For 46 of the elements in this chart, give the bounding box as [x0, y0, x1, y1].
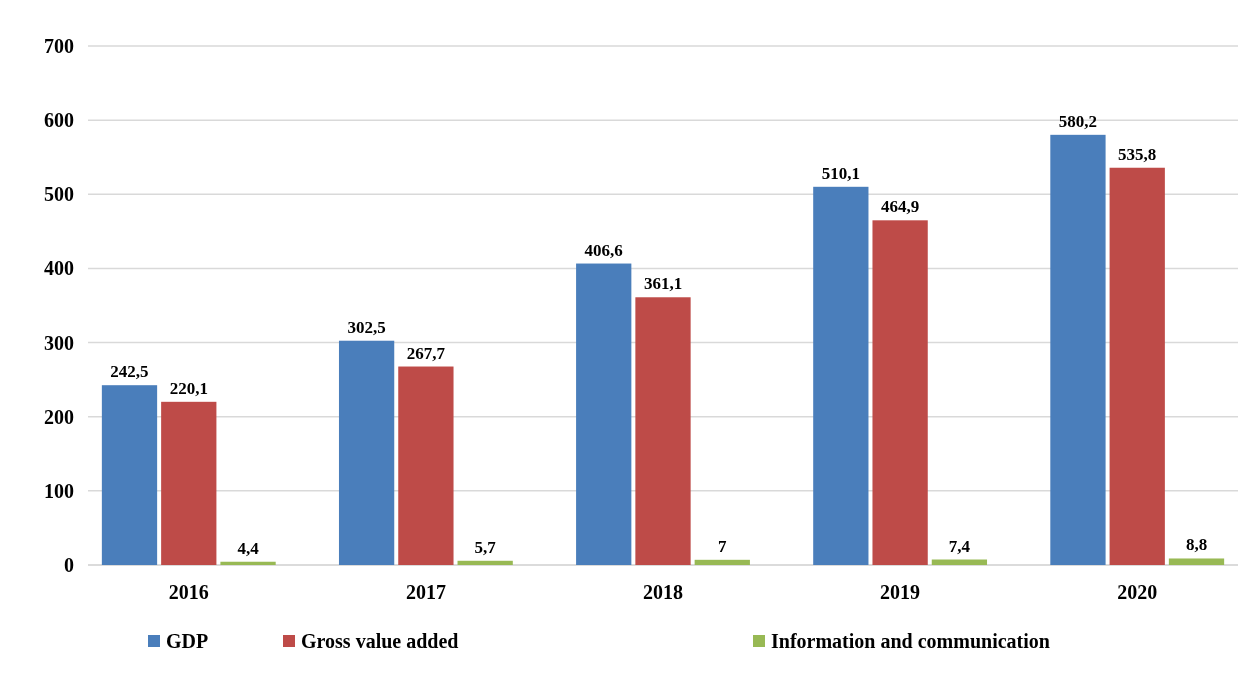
text: 242,5: [110, 362, 149, 382]
text: 406,6: [584, 240, 623, 260]
x-tick-label: 2016: [168, 581, 209, 603]
bar: [338, 340, 395, 565]
bar: [101, 385, 158, 565]
bar: [161, 401, 217, 565]
bar: [576, 263, 632, 565]
bar: [635, 297, 691, 565]
bar: [872, 220, 928, 565]
text: 5,7: [474, 537, 496, 557]
x-tick-label: 2018: [643, 581, 683, 603]
x-tick-label: 2019: [880, 581, 921, 603]
legend-label: Information and communication: [771, 630, 1050, 652]
bar: [931, 559, 988, 565]
bar: [1109, 167, 1165, 565]
y-tick-label: 700: [44, 35, 74, 57]
text: 464,9: [880, 197, 920, 217]
bar: [694, 559, 750, 565]
bar: [1050, 134, 1106, 565]
text: 361,1: [643, 274, 683, 294]
y-tick-label: 400: [44, 257, 74, 280]
text: 267,7: [406, 343, 446, 363]
text: 302,5: [347, 317, 386, 337]
bar: [813, 186, 869, 565]
legend-label: GDP: [166, 630, 209, 652]
text: 580,2: [1058, 111, 1098, 131]
bar: [398, 366, 454, 565]
text: 510,1: [821, 163, 860, 183]
legend-label: Gross value added: [301, 630, 459, 652]
y-tick-label: 600: [44, 109, 74, 132]
bar: [220, 561, 276, 565]
y-tick-label: 100: [44, 479, 74, 502]
text: 4,4: [237, 538, 259, 558]
text: 7: [718, 536, 727, 556]
text: 220,1: [169, 378, 208, 398]
bar: [1168, 558, 1225, 565]
y-tick-label: 0: [64, 554, 74, 576]
text: 535,8: [1118, 144, 1157, 164]
bar: [457, 560, 513, 565]
text: 8,8: [1185, 535, 1208, 555]
y-tick-label: 300: [44, 331, 74, 354]
y-tick-label: 500: [44, 183, 74, 206]
y-tick-label: 200: [44, 405, 74, 428]
x-tick-label: 2020: [1117, 581, 1158, 603]
x-tick-label: 2017: [405, 581, 446, 603]
text: 7,4: [948, 536, 971, 556]
